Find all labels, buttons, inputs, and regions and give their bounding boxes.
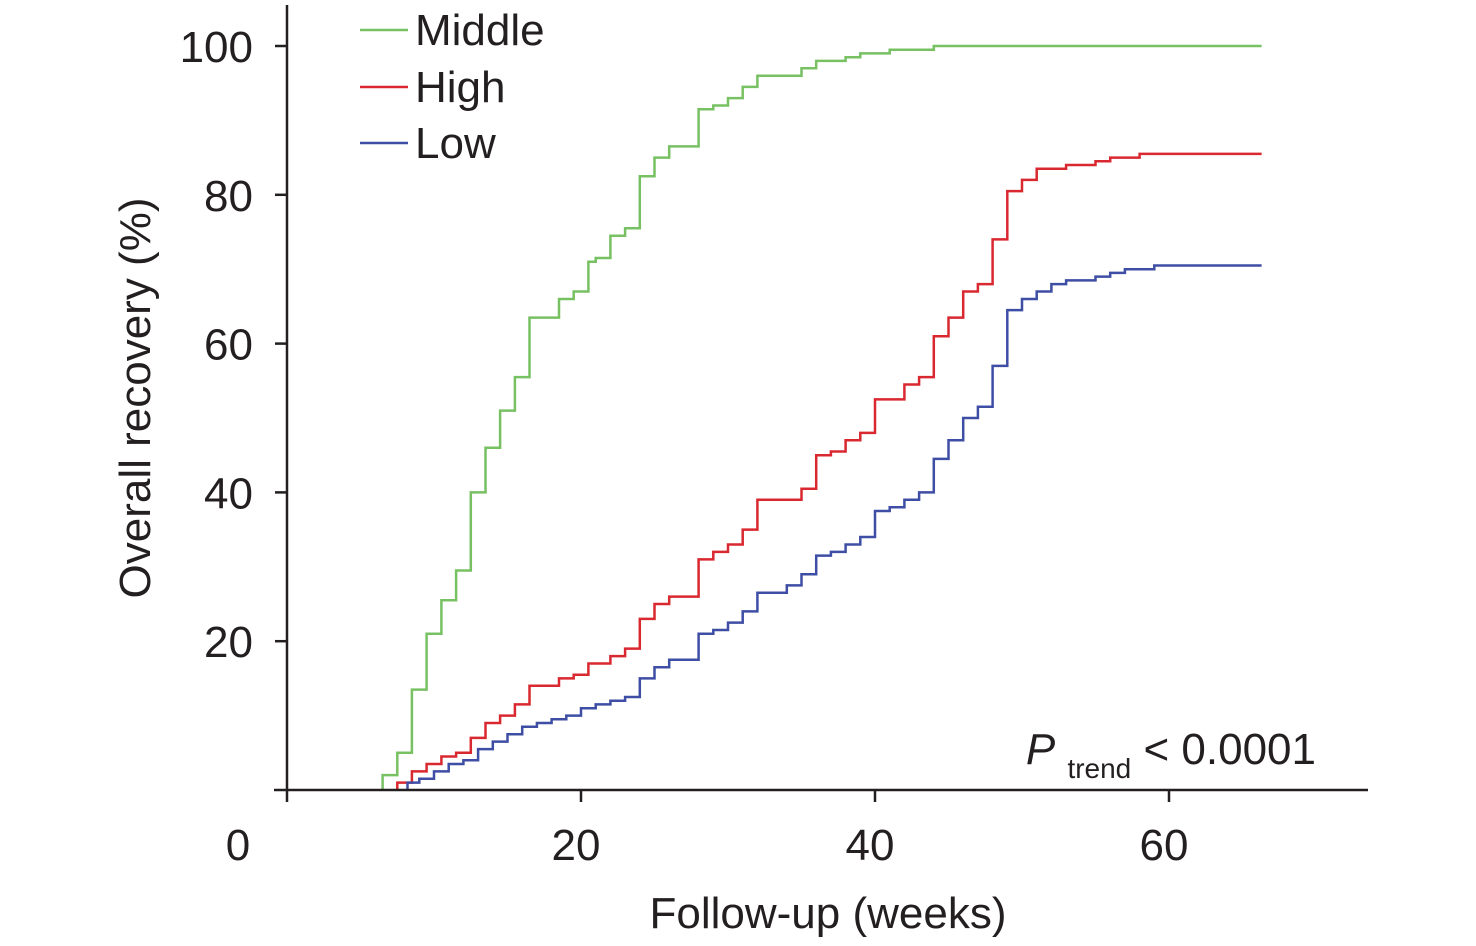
x-tick-label: 60 [1140,821,1189,870]
x-tick-label: 20 [552,821,601,870]
axes-layer [285,5,1368,792]
y-tick-label: 60 [204,321,253,370]
y-tick-label: 100 [180,23,253,72]
legend-label-low: Low [415,119,496,168]
series-line-middle [381,44,1262,790]
y-tick-label: 20 [204,618,253,667]
ticks-layer: 0 20 40 60 20 40 60 80 100 [180,23,1189,870]
series-layer [381,44,1262,790]
x-tick-label: 40 [846,821,895,870]
p-trend-annotation: P trend < 0.0001 [1026,725,1316,788]
x-tick-label: 0 [226,821,250,870]
y-axis-title: Overall recovery (%) [111,198,160,599]
p-letter: P [1026,725,1056,774]
y-tick-label: 40 [204,469,253,518]
legend-label-middle: Middle [415,6,545,55]
p-value: < 0.0001 [1144,725,1317,774]
legend: Middle High Low [360,6,545,168]
series-line-low [406,264,1262,790]
legend-label-high: High [415,63,506,112]
x-axis-title: Follow-up (weeks) [650,889,1007,938]
y-tick-label: 80 [204,172,253,221]
p-subscript: trend [1067,753,1131,784]
series-line-high [396,152,1262,790]
